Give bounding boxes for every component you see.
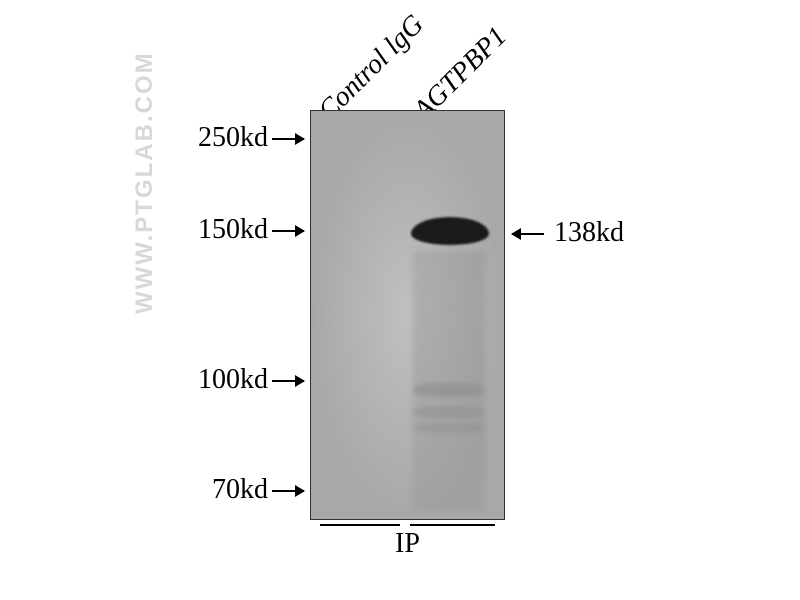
marker-arrow-70kd — [272, 490, 304, 492]
ip-label: IP — [395, 528, 420, 560]
marker-label-150kd: 150kd — [198, 214, 268, 246]
target-band-label: 138kd — [554, 217, 624, 249]
faint-band-1 — [413, 383, 485, 397]
marker-label-250kd: 250kd — [198, 122, 268, 154]
marker-arrow-100kd — [272, 380, 304, 382]
main-band-138kd — [411, 217, 489, 245]
lane-2-underline — [410, 524, 495, 526]
marker-label-100kd: 100kd — [198, 364, 268, 396]
faint-band-2 — [413, 406, 485, 418]
target-arrow — [512, 233, 544, 235]
blot-membrane — [310, 110, 505, 520]
faint-band-3 — [413, 423, 485, 433]
marker-arrow-250kd — [272, 138, 304, 140]
lane-2-smear — [413, 251, 485, 511]
lane-1-underline — [320, 524, 400, 526]
watermark-text: WWW.PTGLAB.COM — [131, 51, 159, 314]
marker-label-70kd: 70kd — [212, 474, 268, 506]
figure-container: WWW.PTGLAB.COM Control lgG AGTPBP1 250kd… — [0, 0, 800, 600]
marker-arrow-150kd — [272, 230, 304, 232]
